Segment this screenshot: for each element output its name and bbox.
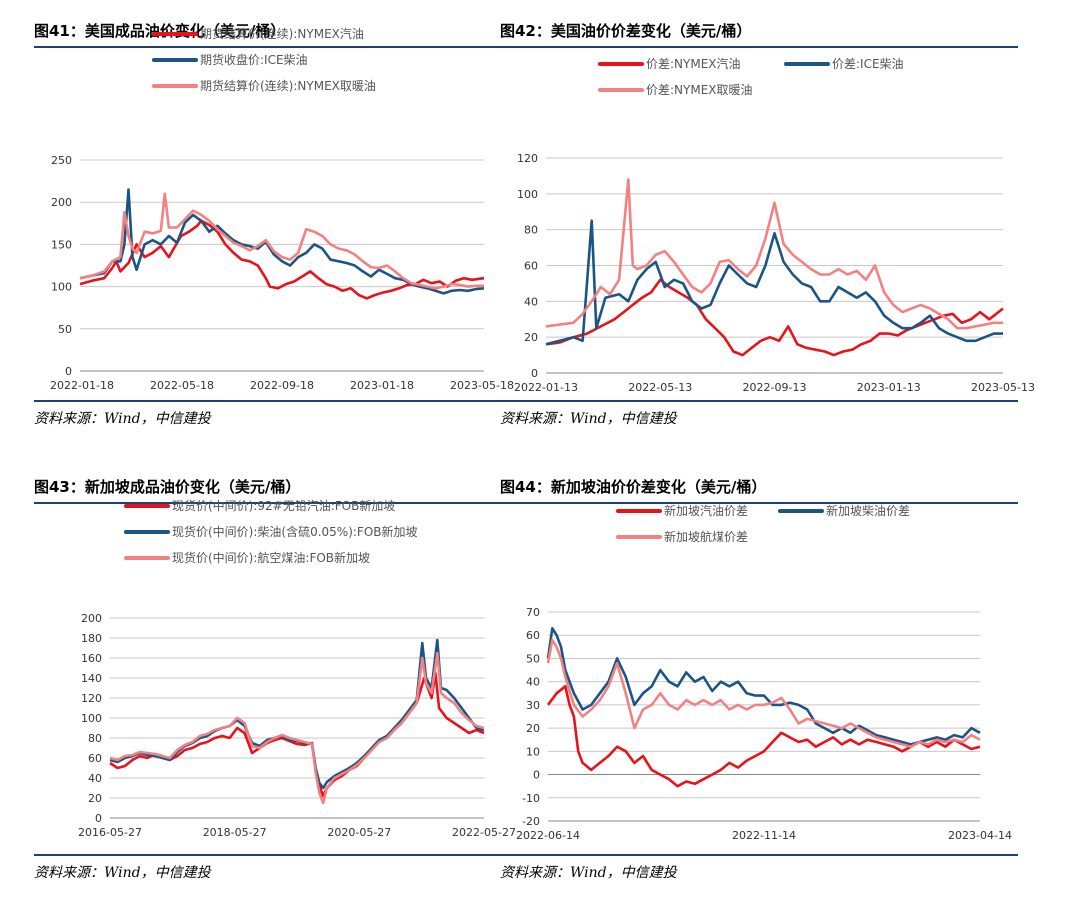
x-tick-label: 2022-09-13 [743, 381, 807, 394]
legend-label: 价差:NYMEX取暖油 [646, 83, 753, 97]
chart-title: 图42：美国油价价差变化（美元/桶） [500, 22, 752, 40]
y-tick-label: 100 [517, 188, 538, 201]
chart-41-svg: 0 50 100 150 200 250 2022-01-18 2022-05-18 2022-… [50, 26, 514, 392]
legend-label: 期货结算价(连续):NYMEX汽油 [200, 26, 364, 41]
x-tick-label: 2023-01-13 [857, 381, 921, 394]
source-rule [34, 400, 518, 402]
series-line [545, 219, 1003, 346]
x-tick-label: 2022-11-14 [732, 829, 796, 842]
series-line [546, 638, 981, 748]
y-tick-label: 120 [81, 692, 102, 705]
title-rule [500, 46, 1018, 48]
y-tick-label: 0 [65, 365, 72, 378]
y-tick-label: 200 [81, 612, 102, 625]
y-tick-label: -10 [522, 792, 540, 805]
source-rule [500, 400, 1018, 402]
legend-label: 新加坡汽油价差 [664, 503, 748, 518]
x-tick-label: 2022-09-18 [250, 379, 314, 392]
y-tick-label: 150 [51, 238, 72, 251]
x-tick-label: 2023-01-18 [350, 379, 414, 392]
chart-44-svg: -20 -10 0 10 20 30 40 50 60 70 2022-06-14 2022-11-1… [516, 503, 1012, 842]
y-tick-label: 40 [526, 676, 540, 689]
y-tick-label: 40 [88, 772, 102, 785]
y-tick-label: 0 [533, 769, 540, 782]
legend-label: 期货结算价(连续):NYMEX取暖油 [200, 78, 376, 93]
y-tick-label: 80 [88, 732, 102, 745]
series-line [545, 278, 1004, 357]
x-tick-label: 2023-05-13 [971, 381, 1035, 394]
y-tick-label: 100 [81, 712, 102, 725]
y-tick-label: 60 [526, 629, 540, 642]
title-rule [500, 502, 1018, 504]
source-note: 资料来源：Wind，中信建投 [34, 411, 211, 427]
legend-label: 现货价(中间价):柴油(含硫0.05%):FOB新加坡 [172, 524, 418, 539]
y-tick-label: 60 [88, 752, 102, 765]
y-tick-label: 140 [81, 672, 102, 685]
x-tick-label: 2022-05-18 [150, 379, 214, 392]
y-tick-label: 180 [81, 632, 102, 645]
x-tick-label: 2018-05-27 [203, 826, 267, 839]
series-line [545, 178, 1003, 330]
x-tick-label: 2023-04-14 [948, 829, 1012, 842]
x-tick-label: 2022-01-13 [514, 381, 578, 394]
legend-label: 价差:ICE柴油 [832, 57, 904, 71]
source-note: 资料来源：Wind，中信建投 [500, 411, 677, 427]
series-line [109, 638, 485, 790]
y-tick-label: 20 [88, 792, 102, 805]
series-line [546, 627, 981, 746]
y-tick-label: 40 [524, 295, 538, 308]
y-tick-label: 20 [526, 722, 540, 735]
chart-title: 图44：新加坡油价价差变化（美元/桶） [500, 478, 767, 496]
chart-42-svg: 0 20 40 60 80 100 120 2022-01-13 2022-05-13 2022-… [514, 56, 1035, 394]
y-tick-label: 50 [58, 323, 72, 336]
y-tick-label: 250 [51, 154, 72, 167]
title-rule [34, 502, 518, 504]
y-tick-label: 100 [51, 281, 72, 294]
y-tick-label: 0 [95, 812, 102, 825]
x-tick-label: 2022-05-13 [628, 381, 692, 394]
y-tick-label: 0 [531, 367, 538, 380]
source-rule [34, 854, 518, 856]
y-tick-label: 70 [526, 606, 540, 619]
y-tick-label: 200 [51, 196, 72, 209]
chart-title: 图43：新加坡成品油价变化（美元/桶） [34, 478, 301, 496]
series-line [109, 651, 485, 805]
legend-label: 期货收盘价:ICE柴油 [200, 52, 308, 67]
legend-label: 价差:NYMEX汽油 [646, 56, 741, 71]
x-tick-label: 2022-01-18 [50, 379, 114, 392]
x-tick-label: 2023-05-18 [450, 379, 514, 392]
legend-label: 现货价(中间价):航空煤油:FOB新加坡 [172, 550, 370, 565]
legend-label: 新加坡航煤价差 [664, 529, 748, 544]
legend-label: 现货价(中间价):92#无铅汽油:FOB新加坡 [172, 498, 395, 513]
chart-title: 图41：美国成品油价变化（美元/桶） [34, 22, 286, 40]
x-tick-label: 2016-05-27 [78, 826, 142, 839]
x-tick-label: 2022-06-14 [516, 829, 580, 842]
y-tick-label: 30 [526, 699, 540, 712]
y-tick-label: -20 [522, 815, 540, 828]
legend-label: 新加坡柴油价差 [826, 503, 910, 518]
y-tick-label: 50 [526, 652, 540, 665]
x-tick-label: 2022-05-27 [452, 826, 516, 839]
y-tick-label: 160 [81, 652, 102, 665]
y-tick-label: 80 [524, 224, 538, 237]
series-line [79, 192, 484, 290]
series-line [546, 685, 981, 788]
title-rule [34, 46, 518, 48]
x-tick-label: 2020-05-27 [327, 826, 391, 839]
chart-43-svg: 0 20 40 60 80 100 120 140 160 180 200 2016-05-27 201… [78, 498, 516, 839]
y-tick-label: 20 [524, 331, 538, 344]
y-tick-label: 60 [524, 260, 538, 273]
y-tick-label: 120 [517, 152, 538, 165]
source-note: 资料来源：Wind，中信建投 [34, 865, 211, 881]
source-rule [500, 854, 1018, 856]
source-note: 资料来源：Wind，中信建投 [500, 865, 677, 881]
y-tick-label: 10 [526, 745, 540, 758]
